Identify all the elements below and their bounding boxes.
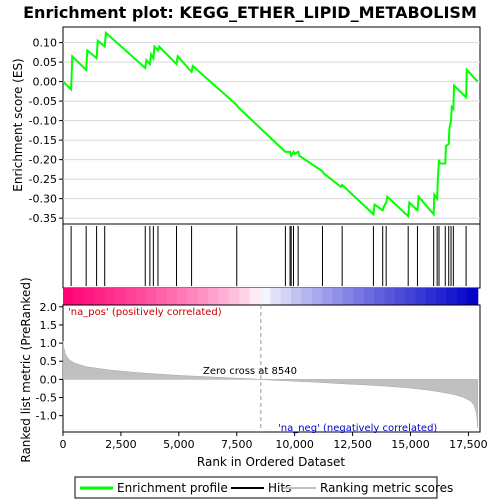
- colorbar-segment: [104, 288, 116, 305]
- rank-y-ticks: 2.0 1.5 1.0 0.5 0.0 -0.5 -1.0: [36, 301, 63, 423]
- colorbar-segment: [166, 288, 178, 305]
- colorbar-segment: [197, 288, 209, 305]
- colorbar-segment: [187, 288, 199, 305]
- colorbar-segment: [145, 288, 157, 305]
- rank-y-tick-label: 1.0: [40, 337, 58, 350]
- colorbar-segment: [322, 288, 334, 305]
- es-y-tick-label: -0.30: [29, 193, 57, 206]
- colorbar-segment: [456, 288, 468, 305]
- x-tick-label: 17,500: [449, 438, 488, 451]
- colorbar-segment: [291, 288, 303, 305]
- colorbar-segment: [280, 288, 292, 305]
- es-y-label: Enrichment score (ES): [11, 58, 25, 191]
- es-y-tick-label: -0.20: [29, 154, 57, 167]
- legend-metric-label: Ranking metric scores: [320, 481, 453, 495]
- es-grid: [63, 42, 480, 219]
- es-panel-frame: [62, 26, 481, 225]
- neg-label: 'na_neg' (negatively correlated): [278, 423, 437, 434]
- colorbar-segment: [125, 288, 137, 305]
- rank-y-tick-label: 0.0: [40, 373, 58, 386]
- colorbar-segment: [83, 288, 95, 305]
- x-tick-label: 10,000: [275, 438, 314, 451]
- es-line: [62, 30, 479, 219]
- es-y-tick-label: -0.10: [29, 115, 57, 128]
- x-tick-label: 12,500: [333, 438, 372, 451]
- rank-y-tick-label: 0.5: [40, 355, 58, 368]
- colorbar-segment: [394, 288, 406, 305]
- legend-hits-label: Hits: [268, 481, 291, 495]
- colorbar-segment: [436, 288, 448, 305]
- zero-cross-label: Zero cross at 8540: [203, 366, 297, 377]
- colorbar-segment: [218, 288, 230, 305]
- colorbar-segment: [177, 288, 189, 305]
- colorbar-segment: [425, 288, 437, 305]
- es-y-tick-label: -0.05: [29, 95, 57, 108]
- x-tick-label: 15,000: [391, 438, 430, 451]
- rank-y-tick-label: 1.5: [40, 319, 58, 332]
- colorbar-segment: [311, 288, 323, 305]
- rank-panel-frame: [62, 304, 481, 433]
- colorbar-segment: [467, 288, 479, 305]
- colorbar-segment: [415, 288, 427, 305]
- rank-y-tick-label: -1.0: [36, 410, 57, 423]
- rank-y-tick-label: 2.0: [40, 301, 58, 314]
- pos-label: 'na_pos' (positively correlated): [68, 307, 222, 318]
- colorbar-segment: [249, 288, 261, 305]
- colorbar-segment: [156, 288, 168, 305]
- x-tick-label: 5,000: [163, 438, 195, 451]
- es-y-tick-label: -0.15: [29, 134, 57, 147]
- colorbar-segment: [73, 288, 85, 305]
- colorbar-segment: [363, 288, 375, 305]
- es-y-ticks: 0.10 0.05 0.00 -0.05 -0.10 -0.15 -0.20 -0.25 -0.…: [29, 37, 63, 225]
- es-y-tick-label: 0.05: [33, 56, 58, 69]
- colorbar-segment: [63, 288, 74, 305]
- colorbar-segment: [384, 288, 396, 305]
- rank-panel: 2.0 1.5 1.0 0.5 0.0 -0.5 -1.0 Zero cross at 85…: [19, 277, 481, 463]
- es-y-tick-label: 0.00: [33, 76, 58, 89]
- colorbar-segment: [332, 288, 344, 305]
- colorbar-segment: [405, 288, 417, 305]
- colorbar-segment: [135, 288, 147, 305]
- x-tick-label: 2,500: [105, 438, 137, 451]
- colorbar-segment: [94, 288, 106, 305]
- es-y-tick-label: -0.35: [29, 212, 57, 225]
- es-y-tick-label: 0.10: [33, 37, 58, 50]
- colorbar-segment: [353, 288, 365, 305]
- x-ticks: 0 2,500 5,000 7,500 10,000 12,500 15,000 17,500: [60, 432, 488, 451]
- colorbar-segment: [259, 288, 271, 305]
- rank-y-tick-label: -0.5: [36, 392, 57, 405]
- colorbar-segment: [374, 288, 385, 305]
- hits-panel: [62, 223, 481, 289]
- hit-marks: [70, 226, 467, 286]
- legend-es-label: Enrichment profile: [117, 481, 228, 495]
- rank-colorbar: [63, 288, 479, 305]
- es-panel: 0.10 0.05 0.00 -0.05 -0.10 -0.15 -0.20 -0.25 -0.…: [11, 26, 481, 225]
- metric-area: [62, 341, 478, 429]
- es-y-tick-label: -0.25: [29, 173, 57, 186]
- legend: Enrichment profile Hits Ranking metric s…: [74, 476, 453, 499]
- chart-title: Enrichment plot: KEGG_ETHER_LIPID_METABO…: [23, 3, 477, 22]
- colorbar-segment: [446, 288, 458, 305]
- colorbar-segment: [270, 288, 282, 305]
- colorbar-segment: [114, 288, 126, 305]
- colorbar-segment: [228, 288, 240, 305]
- colorbar-segment: [342, 288, 354, 305]
- rank-y-label: Ranked list metric (PreRanked): [19, 277, 33, 462]
- x-tick-label: 0: [60, 438, 67, 451]
- x-tick-label: 7,500: [221, 438, 253, 451]
- x-axis-label: Rank in Ordered Dataset: [197, 455, 345, 469]
- colorbar-segment: [208, 288, 220, 305]
- colorbar-segment: [239, 288, 251, 305]
- colorbar-segment: [301, 288, 313, 305]
